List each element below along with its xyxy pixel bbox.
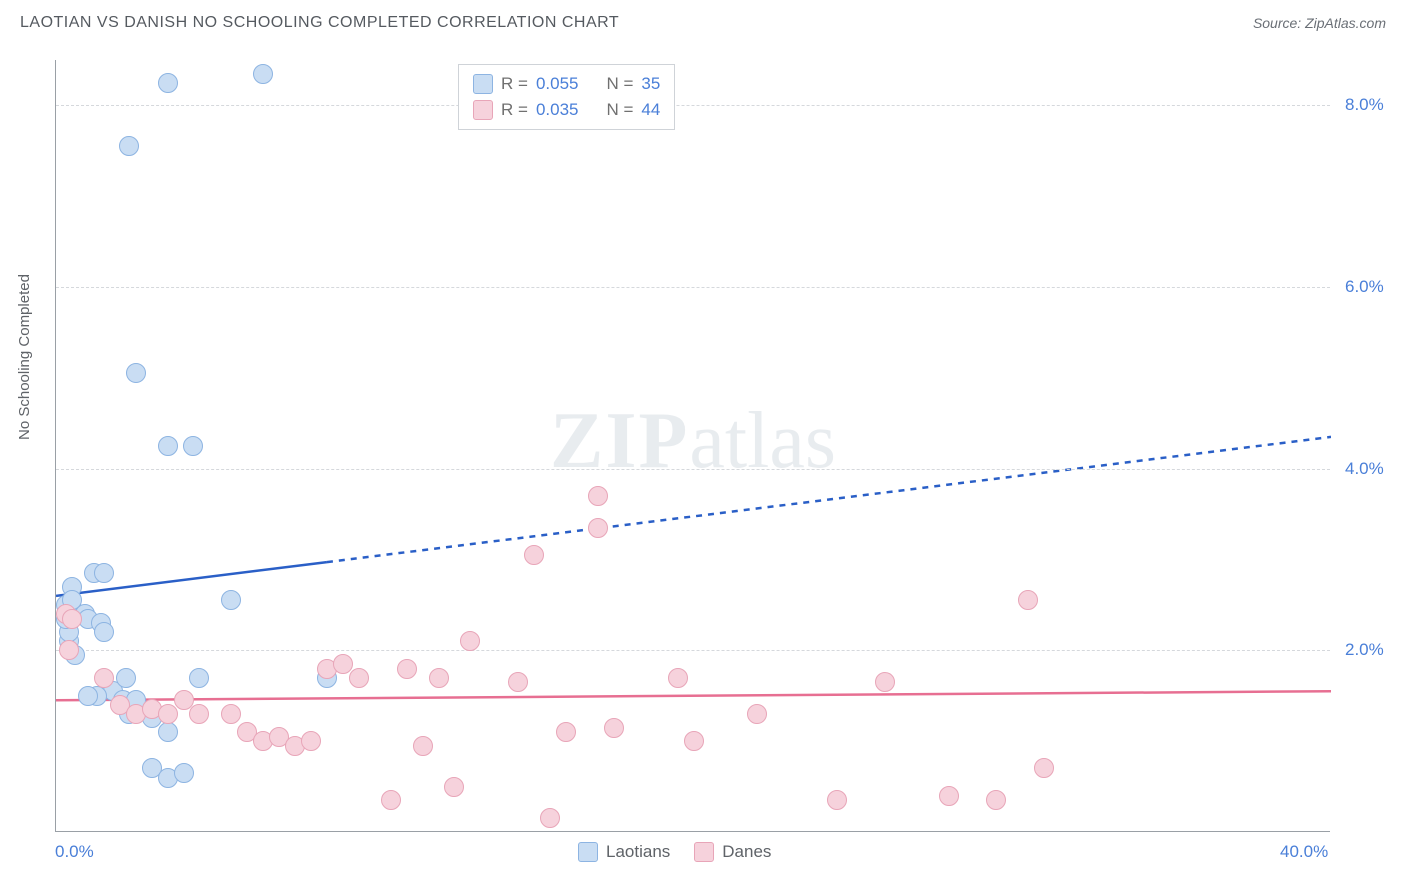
legend-r-label: R =: [501, 100, 528, 120]
trend-lines-layer: [56, 60, 1331, 832]
scatter-point: [397, 659, 417, 679]
scatter-point: [62, 609, 82, 629]
legend-swatch: [473, 74, 493, 94]
scatter-point: [174, 763, 194, 783]
legend-n-label: N =: [606, 74, 633, 94]
source-label: Source: ZipAtlas.com: [1253, 15, 1386, 31]
scatter-point: [119, 136, 139, 156]
legend-swatch: [473, 100, 493, 120]
legend-swatch: [578, 842, 598, 862]
scatter-point: [116, 668, 136, 688]
scatter-point: [540, 808, 560, 828]
scatter-point: [189, 668, 209, 688]
scatter-point: [827, 790, 847, 810]
legend-correlation: R = 0.055 N = 35 R = 0.035 N = 44: [458, 64, 675, 130]
scatter-point: [588, 486, 608, 506]
scatter-point: [94, 622, 114, 642]
scatter-point: [94, 668, 114, 688]
scatter-point: [444, 777, 464, 797]
scatter-point: [349, 668, 369, 688]
trend-line: [327, 437, 1331, 562]
scatter-point: [158, 704, 178, 724]
scatter-point: [413, 736, 433, 756]
x-tick-label: 40.0%: [1280, 842, 1328, 862]
watermark: ZIPatlas: [550, 395, 836, 486]
chart-title: LAOTIAN VS DANISH NO SCHOOLING COMPLETED…: [20, 14, 619, 32]
chart-container: LAOTIAN VS DANISH NO SCHOOLING COMPLETED…: [0, 0, 1406, 892]
scatter-point: [94, 563, 114, 583]
legend-series-item: Danes: [694, 842, 771, 862]
gridline: [56, 105, 1330, 106]
legend-series: Laotians Danes: [578, 842, 771, 862]
x-tick-label: 0.0%: [55, 842, 94, 862]
y-tick-label: 4.0%: [1345, 459, 1384, 479]
legend-row: R = 0.035 N = 44: [473, 97, 660, 123]
y-tick-label: 8.0%: [1345, 95, 1384, 115]
scatter-point: [460, 631, 480, 651]
scatter-point: [429, 668, 449, 688]
legend-n-value: 35: [641, 74, 660, 94]
watermark-zip: ZIP: [550, 396, 689, 484]
scatter-point: [1034, 758, 1054, 778]
scatter-point: [253, 64, 273, 84]
gridline: [56, 287, 1330, 288]
legend-r-label: R =: [501, 74, 528, 94]
scatter-point: [588, 518, 608, 538]
legend-series-item: Laotians: [578, 842, 670, 862]
scatter-point: [189, 704, 209, 724]
legend-series-name: Danes: [722, 842, 771, 862]
scatter-point: [158, 436, 178, 456]
gridline: [56, 469, 1330, 470]
gridline: [56, 650, 1330, 651]
y-axis-label: No Schooling Completed: [16, 274, 33, 440]
legend-r-value: 0.035: [536, 100, 579, 120]
scatter-point: [1018, 590, 1038, 610]
trend-line: [56, 691, 1331, 700]
scatter-point: [183, 436, 203, 456]
legend-n-value: 44: [641, 100, 660, 120]
scatter-point: [508, 672, 528, 692]
scatter-point: [78, 686, 98, 706]
scatter-point: [126, 363, 146, 383]
scatter-point: [939, 786, 959, 806]
scatter-point: [875, 672, 895, 692]
y-tick-label: 2.0%: [1345, 640, 1384, 660]
header: LAOTIAN VS DANISH NO SCHOOLING COMPLETED…: [20, 14, 1386, 32]
scatter-point: [668, 668, 688, 688]
legend-row: R = 0.055 N = 35: [473, 71, 660, 97]
scatter-point: [158, 73, 178, 93]
scatter-point: [747, 704, 767, 724]
scatter-point: [986, 790, 1006, 810]
scatter-point: [59, 640, 79, 660]
y-tick-label: 6.0%: [1345, 277, 1384, 297]
scatter-point: [381, 790, 401, 810]
scatter-point: [158, 722, 178, 742]
scatter-point: [301, 731, 321, 751]
plot-area: ZIPatlas: [55, 60, 1330, 832]
watermark-atlas: atlas: [689, 396, 836, 484]
scatter-point: [604, 718, 624, 738]
scatter-point: [556, 722, 576, 742]
scatter-point: [221, 704, 241, 724]
scatter-point: [684, 731, 704, 751]
legend-series-name: Laotians: [606, 842, 670, 862]
scatter-point: [221, 590, 241, 610]
scatter-point: [524, 545, 544, 565]
legend-swatch: [694, 842, 714, 862]
legend-n-label: N =: [606, 100, 633, 120]
legend-r-value: 0.055: [536, 74, 579, 94]
